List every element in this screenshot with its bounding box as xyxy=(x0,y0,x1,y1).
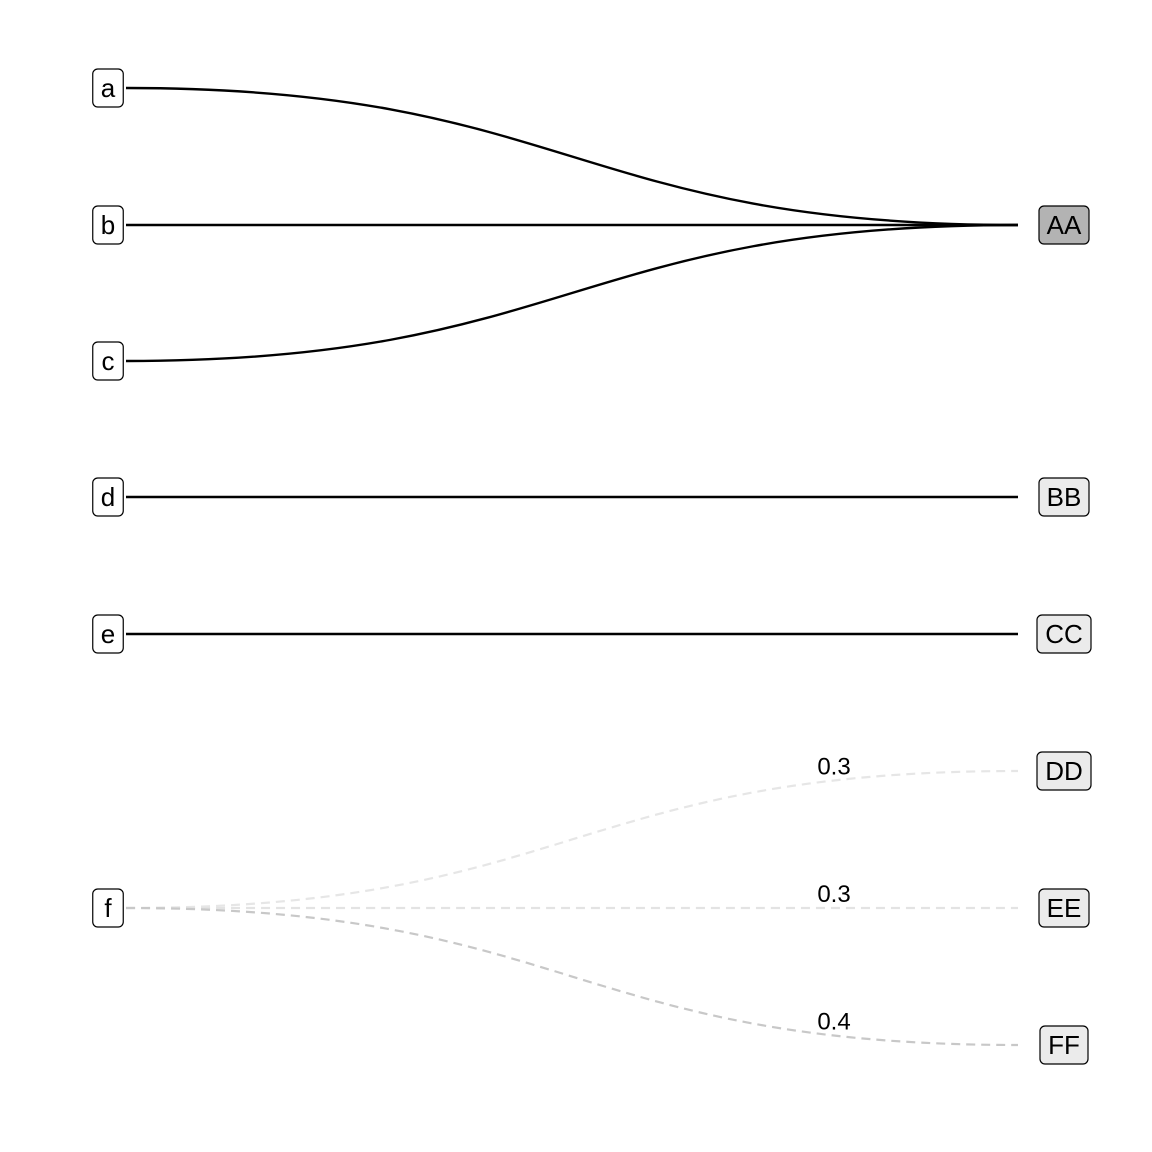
node-AA-box xyxy=(1038,205,1090,245)
node-AA: AA xyxy=(1038,205,1090,245)
node-d-box xyxy=(92,477,124,517)
edge-f-FF xyxy=(125,906,1019,1047)
edge-f-DD xyxy=(125,769,1019,910)
node-b-label: b xyxy=(101,210,115,240)
node-f-label: f xyxy=(104,893,112,923)
node-b-box xyxy=(92,205,124,245)
node-CC: CC xyxy=(1036,614,1092,654)
node-d: d xyxy=(92,477,124,517)
node-b: b xyxy=(92,205,124,245)
node-a-label: a xyxy=(101,73,116,103)
node-e-label: e xyxy=(101,619,115,649)
node-BB-box xyxy=(1038,477,1090,517)
node-DD-label: DD xyxy=(1045,756,1083,786)
edge-label-f-FF: 0.4 xyxy=(817,1008,850,1035)
node-c-label: c xyxy=(102,346,115,376)
node-FF-box xyxy=(1039,1025,1089,1065)
node-f: f xyxy=(92,888,124,928)
node-EE-box xyxy=(1038,888,1090,928)
node-a: a xyxy=(92,68,124,108)
node-EE-label: EE xyxy=(1047,893,1082,923)
node-d-label: d xyxy=(101,482,115,512)
node-e-box xyxy=(92,614,124,654)
node-CC-box xyxy=(1036,614,1092,654)
node-EE: EE xyxy=(1038,888,1090,928)
node-a-box xyxy=(92,68,124,108)
node-CC-label: CC xyxy=(1045,619,1083,649)
node-DD-box xyxy=(1036,751,1092,791)
edge-c-AA xyxy=(125,223,1019,363)
edge-label-f-DD: 0.3 xyxy=(817,754,850,781)
node-AA-label: AA xyxy=(1047,210,1082,240)
node-e: e xyxy=(92,614,124,654)
node-BB: BB xyxy=(1038,477,1090,517)
edges-layer xyxy=(125,86,1019,1047)
edge-labels-layer: 0.3 0.3 0.4 xyxy=(817,754,850,1036)
node-c-box xyxy=(92,341,124,381)
node-f-box xyxy=(92,888,124,928)
node-BB-label: BB xyxy=(1047,482,1082,512)
node-FF: FF xyxy=(1039,1025,1089,1065)
nodes-layer: a b c d e f AA BB CC DD EE FF xyxy=(92,68,1092,1065)
edge-a-AA xyxy=(125,86,1019,227)
edge-label-f-EE: 0.3 xyxy=(817,881,850,908)
node-FF-label: FF xyxy=(1048,1030,1080,1060)
node-c: c xyxy=(92,341,124,381)
node-DD: DD xyxy=(1036,751,1092,791)
